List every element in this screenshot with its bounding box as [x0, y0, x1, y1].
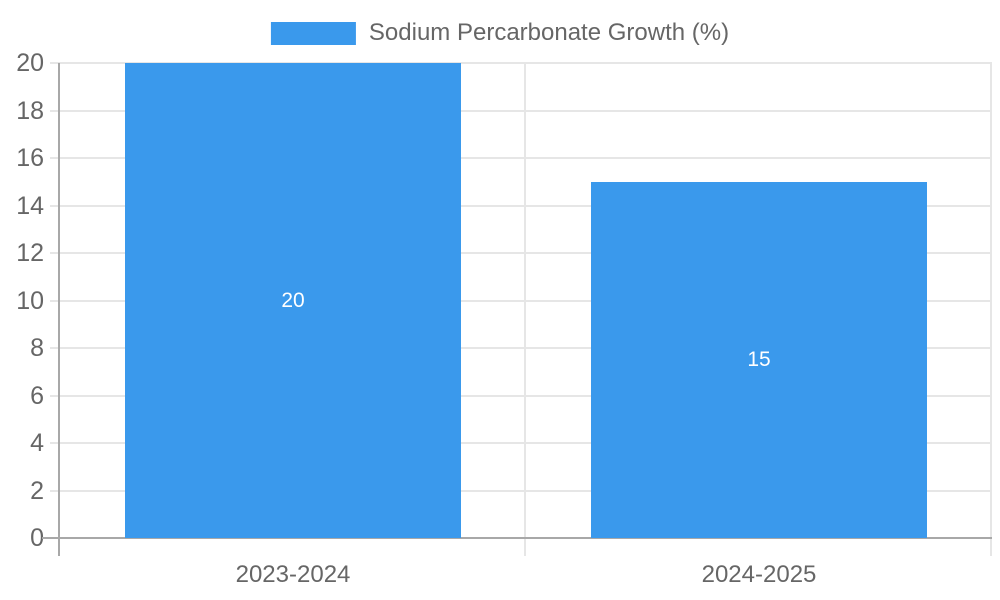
y-axis-tick-label: 6 [30, 381, 44, 410]
y-gridline [50, 252, 992, 254]
y-axis-tick-label: 12 [16, 239, 44, 267]
bar[interactable]: 20 [125, 63, 461, 538]
y-gridline [50, 299, 992, 302]
y-gridline [50, 157, 992, 159]
y-axis-line [58, 63, 60, 556]
x-axis-category-label: 2024-2025 [701, 561, 817, 588]
x-axis-category-label: 2023-2024 [235, 561, 351, 588]
legend-swatch-icon [270, 21, 356, 45]
chart-legend[interactable]: Sodium Percarbonate Growth (%) [270, 19, 730, 47]
x-gridline [990, 63, 992, 556]
y-axis-tick-label: 14 [16, 191, 44, 220]
bar-value-label: 20 [281, 289, 305, 312]
y-axis-tick-label: 4 [30, 429, 44, 457]
bar[interactable]: 15 [591, 181, 927, 538]
y-gridline [50, 489, 992, 492]
y-gridline [50, 394, 992, 397]
y-gridline [50, 442, 992, 444]
y-axis-tick-label: 0 [30, 524, 44, 552]
y-axis-tick-label: 18 [16, 96, 44, 125]
y-gridline [50, 62, 992, 64]
legend-label: Sodium Percarbonate Growth (%) [368, 19, 730, 46]
y-gridline [50, 109, 992, 112]
y-axis-tick-label: 2 [30, 476, 44, 505]
y-axis-tick-label: 10 [16, 286, 44, 315]
x-axis-line [42, 537, 992, 539]
y-gridline [50, 347, 992, 349]
y-gridline [50, 204, 992, 207]
y-axis-tick-label: 16 [16, 144, 44, 172]
y-axis-tick-label: 20 [16, 49, 44, 77]
y-axis-tick-label: 8 [30, 334, 44, 362]
x-gridline [524, 63, 526, 556]
bar-value-label: 15 [747, 348, 771, 372]
